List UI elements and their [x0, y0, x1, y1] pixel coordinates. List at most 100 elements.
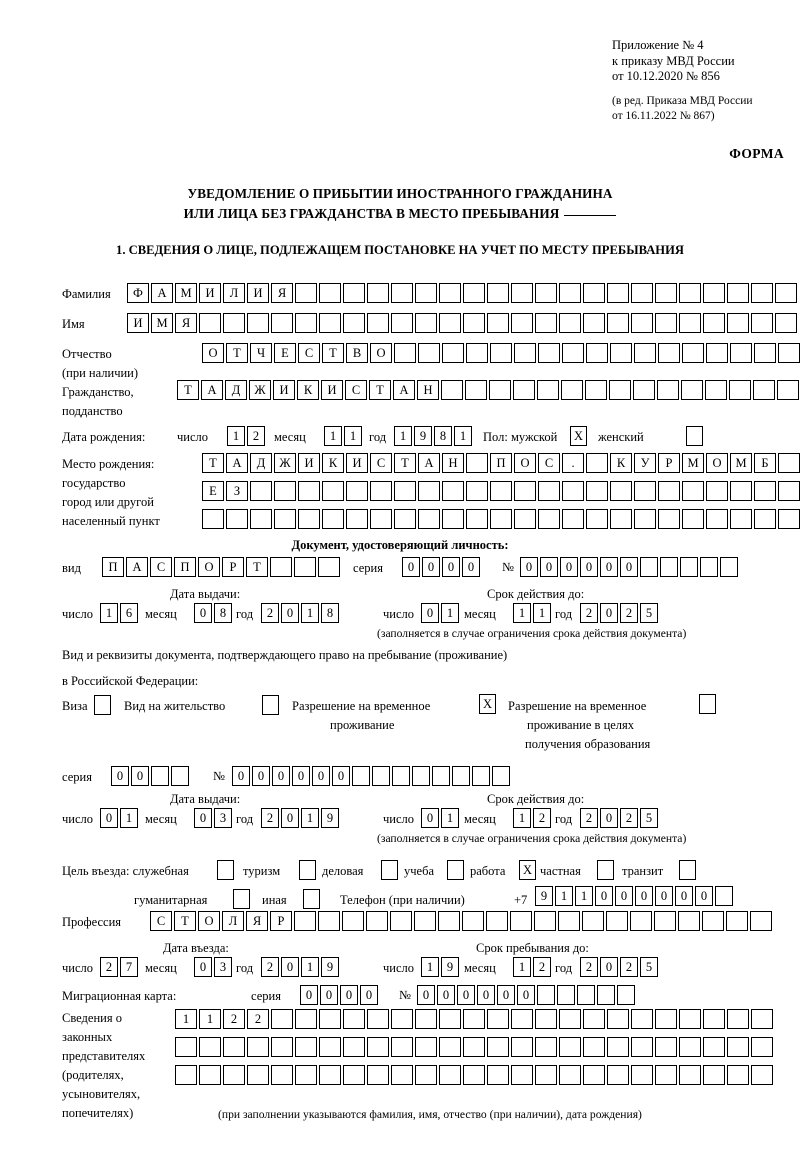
char-cell[interactable] — [199, 1037, 221, 1057]
char-cell[interactable] — [727, 283, 749, 303]
char-cell[interactable] — [538, 481, 560, 501]
char-cell[interactable]: С — [298, 343, 320, 363]
char-cell[interactable] — [655, 313, 677, 333]
char-cell[interactable]: Ж — [249, 380, 271, 400]
char-cell[interactable]: 1 — [441, 808, 459, 828]
char-cell[interactable]: 8 — [434, 426, 452, 446]
char-cell[interactable] — [559, 1065, 581, 1085]
char-cell[interactable] — [706, 343, 728, 363]
char-cell[interactable]: Л — [223, 283, 245, 303]
char-cell[interactable] — [175, 1037, 197, 1057]
char-cell[interactable] — [633, 380, 655, 400]
char-cell[interactable] — [537, 985, 555, 1005]
char-cell[interactable]: 2 — [247, 1009, 269, 1029]
char-cell[interactable]: 0 — [695, 886, 713, 906]
char-cell[interactable]: И — [298, 453, 320, 473]
char-cell[interactable] — [472, 766, 490, 786]
reps-row-3[interactable] — [175, 1065, 775, 1085]
char-cell[interactable] — [706, 509, 728, 529]
char-cell[interactable] — [700, 557, 718, 577]
char-cell[interactable] — [562, 481, 584, 501]
char-cell[interactable]: 1 — [513, 957, 531, 977]
char-cell[interactable] — [487, 313, 509, 333]
char-cell[interactable]: О — [514, 453, 536, 473]
char-cell[interactable]: Е — [202, 481, 224, 501]
char-cell[interactable]: Н — [417, 380, 439, 400]
char-cell[interactable] — [247, 1065, 269, 1085]
char-cell[interactable]: 2 — [580, 957, 598, 977]
char-cell[interactable] — [372, 766, 390, 786]
char-cell[interactable] — [631, 313, 653, 333]
char-cell[interactable]: Е — [274, 343, 296, 363]
char-cell[interactable]: 0 — [600, 957, 618, 977]
char-cell[interactable]: 0 — [580, 557, 598, 577]
birth-place-row-3[interactable] — [202, 509, 800, 529]
char-cell[interactable] — [492, 766, 510, 786]
char-cell[interactable] — [414, 911, 436, 931]
char-cell[interactable] — [418, 509, 440, 529]
char-cell[interactable] — [586, 481, 608, 501]
char-cell[interactable]: М — [730, 453, 752, 473]
char-cell[interactable] — [582, 911, 604, 931]
char-cell[interactable]: 0 — [281, 603, 299, 623]
char-cell[interactable]: 0 — [540, 557, 558, 577]
char-cell[interactable] — [559, 283, 581, 303]
char-cell[interactable]: 1 — [421, 957, 439, 977]
char-cell[interactable]: Т — [174, 911, 196, 931]
purpose-study-checkbox[interactable] — [447, 860, 464, 880]
char-cell[interactable] — [439, 1037, 461, 1057]
purpose-transit-checkbox[interactable] — [679, 860, 696, 880]
char-cell[interactable] — [679, 1037, 701, 1057]
char-cell[interactable]: 2 — [261, 603, 279, 623]
char-cell[interactable]: 5 — [640, 957, 658, 977]
char-cell[interactable]: 0 — [477, 985, 495, 1005]
char-cell[interactable] — [678, 911, 700, 931]
char-cell[interactable] — [295, 1009, 317, 1029]
char-cell[interactable]: 0 — [655, 886, 673, 906]
char-cell[interactable]: 1 — [513, 603, 531, 623]
char-cell[interactable] — [247, 1037, 269, 1057]
char-cell[interactable]: 1 — [555, 886, 573, 906]
char-cell[interactable]: 0 — [442, 557, 460, 577]
char-cell[interactable]: Т — [226, 343, 248, 363]
char-cell[interactable] — [703, 283, 725, 303]
char-cell[interactable]: О — [198, 911, 220, 931]
char-cell[interactable] — [439, 1009, 461, 1029]
char-cell[interactable]: 1 — [175, 1009, 197, 1029]
char-cell[interactable] — [352, 766, 370, 786]
char-cell[interactable]: П — [490, 453, 512, 473]
char-cell[interactable]: Т — [322, 343, 344, 363]
char-cell[interactable] — [487, 1009, 509, 1029]
char-cell[interactable]: Р — [270, 911, 292, 931]
char-cell[interactable]: 1 — [533, 603, 551, 623]
char-cell[interactable]: 9 — [321, 957, 339, 977]
char-cell[interactable] — [343, 313, 365, 333]
char-cell[interactable] — [730, 481, 752, 501]
char-cell[interactable]: 2 — [100, 957, 118, 977]
char-cell[interactable] — [609, 380, 631, 400]
purpose-work-checkbox[interactable]: X — [519, 860, 536, 880]
char-cell[interactable]: 2 — [620, 957, 638, 977]
char-cell[interactable]: Д — [250, 453, 272, 473]
char-cell[interactable] — [557, 985, 575, 1005]
char-cell[interactable] — [607, 1009, 629, 1029]
char-cell[interactable] — [705, 380, 727, 400]
char-cell[interactable]: 7 — [120, 957, 138, 977]
char-cell[interactable]: П — [174, 557, 196, 577]
char-cell[interactable] — [655, 283, 677, 303]
char-cell[interactable]: 0 — [600, 557, 618, 577]
purpose-humanitarian-checkbox[interactable] — [233, 889, 250, 909]
char-cell[interactable] — [342, 911, 364, 931]
char-cell[interactable] — [754, 509, 776, 529]
char-cell[interactable]: О — [198, 557, 220, 577]
